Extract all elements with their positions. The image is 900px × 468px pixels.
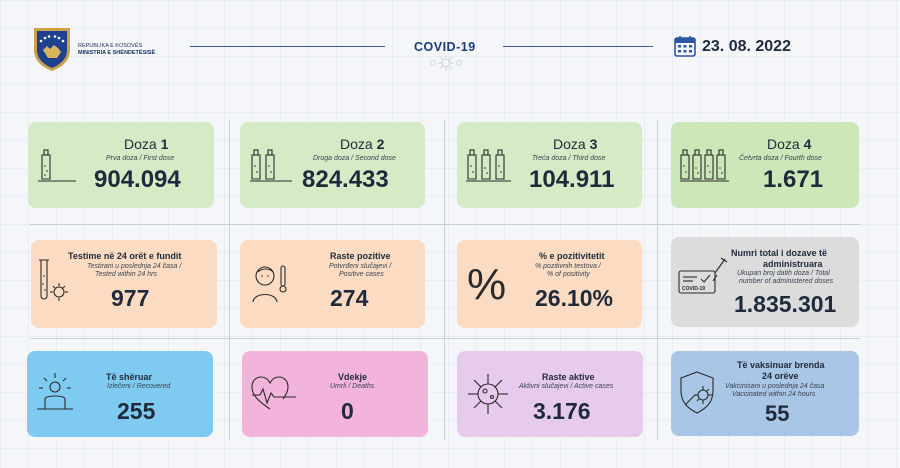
covid-label: COVID-19 <box>682 286 705 292</box>
dose-4-title: Doza 4 <box>767 136 811 152</box>
deaths-value: 0 <box>341 398 354 424</box>
recovered-title: Të shëruar <box>106 372 153 382</box>
positive-cases-card: Raste pozitive Potvrđeni slučajevi / Pos… <box>240 240 425 328</box>
org-line-2: MINISTRIA E SHËNDETËSISË <box>78 50 156 56</box>
total-doses-card: COVID-19 Numri total i dozave të adminis… <box>671 237 859 327</box>
positivity-card: % % e pozitivitetit % pozitivnih testova… <box>457 240 642 328</box>
dose-1-word: Doza <box>124 136 157 152</box>
kosovo-emblem-icon <box>34 28 70 71</box>
dose-1-subtitle: Prva doza / First dose <box>106 155 175 162</box>
vaccinated-24h-subtitle-1: Vakcinisani u poslednja 24 časa <box>725 383 825 390</box>
positivity-value: 26.10% <box>535 285 614 311</box>
dose-1-title: Doza 1 <box>124 136 168 152</box>
test-tube-icon <box>39 259 68 301</box>
dose-3-number: 3 <box>589 136 598 152</box>
dose-4-subtitle: Četvrta doza / Fourth dose <box>739 155 822 162</box>
vaccinated-24h-subtitle-2: Vaccinated within 24 hours <box>732 391 816 398</box>
dose-2-number: 2 <box>376 136 385 152</box>
tests-title: Testime në 24 orët e fundit <box>68 251 182 261</box>
active-cases-title: Raste aktive <box>542 372 595 382</box>
recovered-subtitle: Izlečeni / Recovered <box>107 383 171 390</box>
dose-1-value: 904.094 <box>94 166 181 193</box>
vaccinated-24h-card: Të vaksinuar brenda 24 orëve Vakcinisani… <box>671 351 859 436</box>
dose-2-word: Doza <box>340 136 373 152</box>
dose-4-number: 4 <box>803 136 812 152</box>
dose-3-word: Doza <box>553 136 586 152</box>
positivity-subtitle-2: % of positivity <box>547 271 590 278</box>
divider-v-1 <box>229 120 230 440</box>
divider-v-2 <box>444 120 445 440</box>
vial-1-icon <box>38 149 76 182</box>
heartbeat-icon <box>251 376 296 410</box>
dose-1-card: Doza 1 Prva doza / First dose 904.094 <box>28 122 214 208</box>
fever-person-icon <box>252 265 287 303</box>
calendar-icon <box>674 36 696 57</box>
positive-cases-value: 274 <box>330 285 369 311</box>
org-line-1: REPUBLIKA E KOSOVËS <box>78 43 143 49</box>
active-cases-card: Raste aktive Aktivni slučajevi / Active … <box>457 351 643 437</box>
dose-2-subtitle: Druga doza / Second dose <box>313 155 396 162</box>
tests-subtitle-2: Tested within 24 hrs <box>95 271 157 278</box>
dose-1-number: 1 <box>160 136 169 152</box>
recovered-card: Të shëruar Izlečeni / Recovered 255 <box>27 351 213 437</box>
shield-virus-icon <box>680 371 714 414</box>
positivity-title: % e pozitivitetit <box>539 251 605 261</box>
divider-h-1 <box>30 224 860 225</box>
vial-2-icon <box>250 149 292 182</box>
vial-3-icon <box>466 149 511 182</box>
positive-cases-subtitle-2: Positive cases <box>339 271 384 278</box>
dose-4-value: 1.671 <box>763 166 824 193</box>
recovered-person-icon <box>37 373 73 410</box>
dose-4-word: Doza <box>767 136 800 152</box>
deaths-subtitle: Umrli / Deaths <box>330 383 375 390</box>
vaccinated-24h-title-1: Të vaksinuar brenda <box>737 360 825 370</box>
dose-2-title: Doza 2 <box>340 136 384 152</box>
vaccine-card-icon: COVID-19 <box>678 257 728 294</box>
total-doses-title-1: Numri total i dozave të <box>731 248 828 258</box>
divider-h-2 <box>30 338 860 339</box>
covid-title: COVID-19 <box>414 40 476 54</box>
dose-2-value: 824.433 <box>302 166 389 193</box>
dose-3-card: Doza 3 Treća doza / Third dose 104.911 <box>457 122 642 208</box>
dose-3-subtitle: Treća doza / Third dose <box>532 155 606 162</box>
dose-4-card: Doza 4 Četvrta doza / Fourth dose 1.671 <box>671 122 859 208</box>
total-doses-subtitle-1: Ukupan broj datih doza / Total <box>737 270 830 277</box>
tests-subtitle-1: Testirani u poslednja 24 časa / <box>87 263 182 270</box>
header-line-right <box>503 46 653 47</box>
positive-cases-subtitle-1: Potvrđeni slučajevi / <box>329 263 392 270</box>
header-line-left <box>190 46 385 47</box>
vaccinated-24h-title-2: 24 orëve <box>762 371 799 381</box>
dose-3-value: 104.911 <box>529 166 615 193</box>
total-doses-value: 1.835.301 <box>734 291 837 317</box>
virus-icon <box>468 374 508 414</box>
recovered-value: 255 <box>117 398 156 424</box>
percent-icon: % <box>467 260 507 309</box>
tests-card: Testime në 24 orët e fundit Testirani u … <box>31 240 217 328</box>
positive-cases-title: Raste pozitive <box>330 251 391 261</box>
active-cases-value: 3.176 <box>533 398 591 424</box>
divider-v-3 <box>657 120 658 440</box>
active-cases-subtitle: Aktivni slučajevi / Active cases <box>519 383 614 390</box>
vaccinated-24h-value: 55 <box>765 401 790 426</box>
positivity-subtitle-1: % pozitivnih testova / <box>535 263 601 270</box>
ministry-name: REPUBLIKA E KOSOVËS MINISTRIA E SHËNDETË… <box>78 43 155 57</box>
tests-value: 977 <box>111 285 150 311</box>
report-date: 23. 08. 2022 <box>702 38 791 55</box>
vial-4-icon <box>680 149 729 182</box>
dose-2-card: Doza 2 Druga doza / Second dose 824.433 <box>240 122 425 208</box>
deaths-card: Vdekje Umrli / Deaths 0 <box>242 351 428 437</box>
total-doses-subtitle-2: number of administered doses <box>739 278 834 285</box>
header: REPUBLIKA E KOSOVËS MINISTRIA E SHËNDETË… <box>0 0 900 90</box>
total-doses-title-2: administruara <box>763 259 823 269</box>
dose-3-title: Doza 3 <box>553 136 597 152</box>
virus-decoration-icon <box>430 55 462 71</box>
deaths-title: Vdekje <box>338 372 368 382</box>
